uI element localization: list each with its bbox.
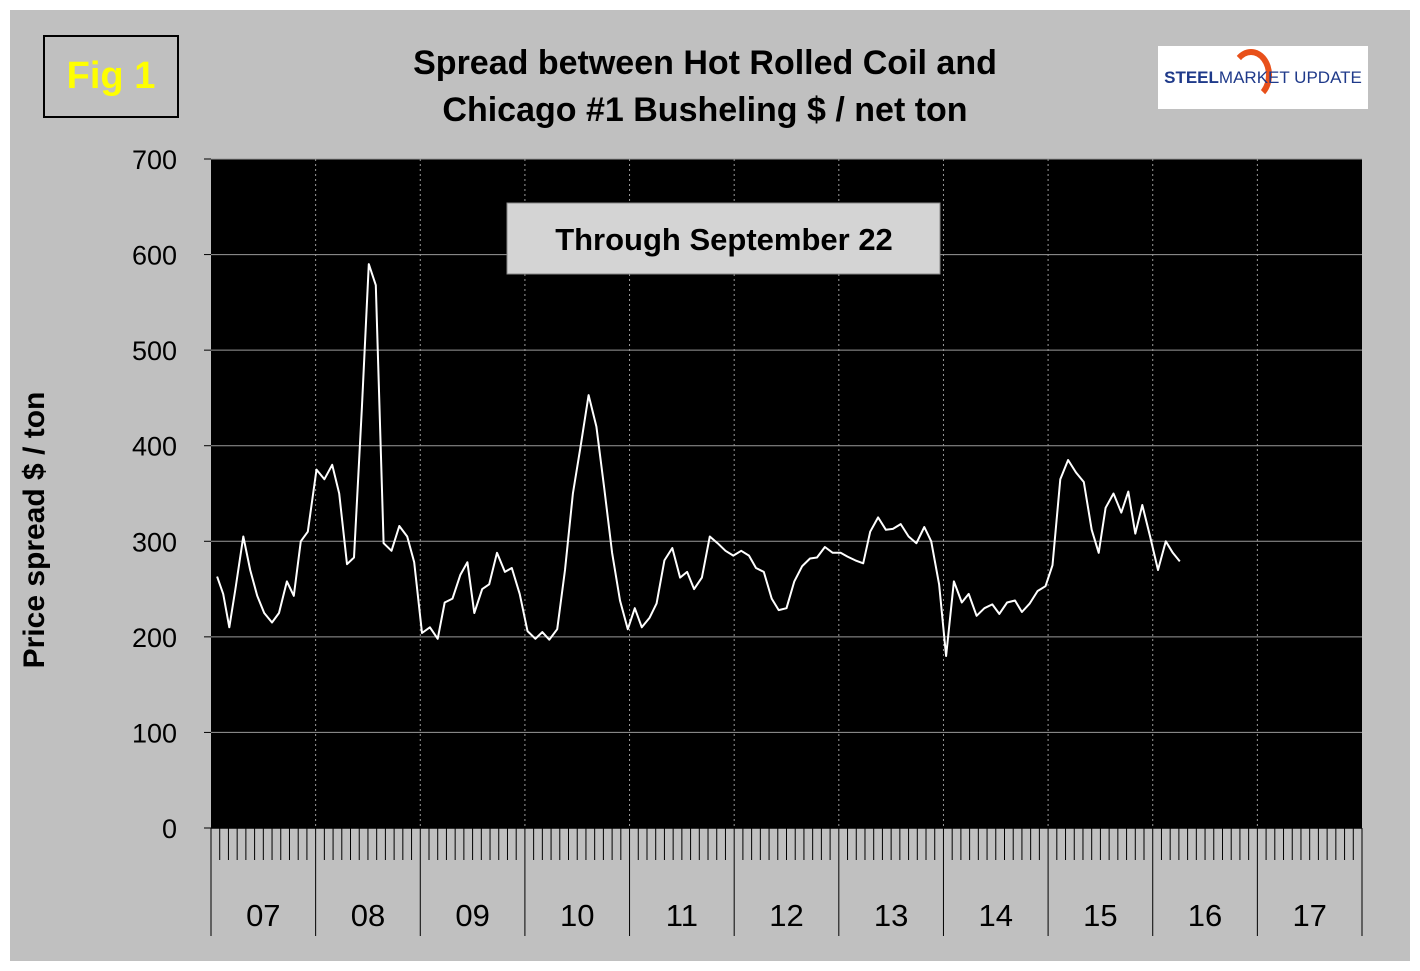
y-tick-label: 100 — [132, 718, 177, 748]
annotation-box — [506, 202, 941, 275]
year-label: 13 — [874, 898, 908, 933]
year-label: 16 — [1188, 898, 1222, 933]
y-tick-label: 300 — [132, 527, 177, 557]
year-label: 12 — [769, 898, 803, 933]
year-label: 08 — [351, 898, 385, 933]
year-label: 09 — [455, 898, 489, 933]
title-line-2: Chicago #1 Busheling $ / net ton — [442, 91, 968, 129]
year-label: 15 — [1083, 898, 1117, 933]
year-label: 17 — [1292, 898, 1326, 933]
steel-market-update-logo: STEEL MARKET UPDATE — [1158, 46, 1368, 109]
y-tick-label: 700 — [132, 145, 177, 175]
y-tick-label: 0 — [162, 814, 177, 844]
series-line — [216, 263, 1181, 657]
logo-steel-word: STEEL — [1164, 67, 1219, 87]
logo-swoosh-icon — [1230, 49, 1272, 101]
logo-market-update-words: MARKET UPDATE — [1218, 67, 1362, 87]
year-label: 07 — [246, 898, 280, 933]
chart-title: Spread between Hot Rolled Coil and Chica… — [300, 40, 1110, 134]
annotation-text: Through September 22 — [555, 222, 893, 257]
logo-text: STEEL MARKET UPDATE — [1158, 46, 1368, 109]
year-label: 10 — [560, 898, 594, 933]
year-label: 11 — [666, 898, 698, 933]
year-label: 14 — [979, 898, 1013, 933]
y-tick-label: 200 — [132, 623, 177, 653]
y-tick-label: 500 — [132, 336, 177, 366]
title-line-1: Spread between Hot Rolled Coil and — [413, 44, 997, 82]
y-tick-label: 600 — [132, 241, 177, 271]
figure-label: Fig 1 — [43, 35, 179, 118]
y-tick-label: 400 — [132, 432, 177, 462]
